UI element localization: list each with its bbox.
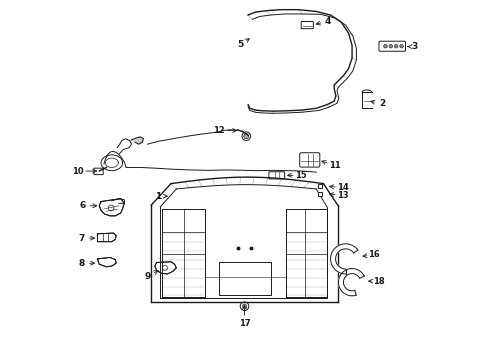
FancyBboxPatch shape <box>94 168 103 175</box>
Text: 18: 18 <box>373 276 385 285</box>
Circle shape <box>383 44 386 48</box>
Polygon shape <box>99 199 124 216</box>
Circle shape <box>388 44 392 48</box>
Polygon shape <box>97 233 116 242</box>
Text: 2: 2 <box>378 99 385 108</box>
Text: 8: 8 <box>79 259 84 268</box>
Polygon shape <box>131 137 143 144</box>
FancyBboxPatch shape <box>301 22 313 29</box>
Text: 14: 14 <box>336 183 348 192</box>
Polygon shape <box>338 269 364 296</box>
Circle shape <box>394 44 397 48</box>
Text: 1: 1 <box>154 192 161 201</box>
Circle shape <box>240 302 248 311</box>
FancyBboxPatch shape <box>299 153 319 167</box>
Text: 5: 5 <box>237 40 243 49</box>
Text: 12: 12 <box>212 126 224 135</box>
FancyBboxPatch shape <box>268 172 284 179</box>
Text: 7: 7 <box>79 234 85 243</box>
Text: 10: 10 <box>72 167 83 176</box>
Text: 9: 9 <box>144 272 151 281</box>
Text: 3: 3 <box>410 42 417 51</box>
Text: 15: 15 <box>294 171 306 180</box>
Text: 6: 6 <box>79 201 85 210</box>
Circle shape <box>242 304 246 309</box>
Text: 13: 13 <box>336 191 348 200</box>
Text: 4: 4 <box>324 17 330 26</box>
Polygon shape <box>155 262 176 274</box>
Text: 11: 11 <box>328 161 340 170</box>
FancyBboxPatch shape <box>378 41 405 51</box>
Text: 16: 16 <box>367 250 379 259</box>
Circle shape <box>399 44 403 48</box>
Text: 17: 17 <box>238 319 250 328</box>
Circle shape <box>244 134 248 139</box>
Polygon shape <box>330 244 357 274</box>
Polygon shape <box>97 257 116 267</box>
